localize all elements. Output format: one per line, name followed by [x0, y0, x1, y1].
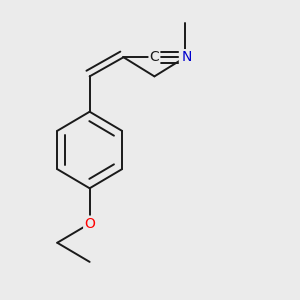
Text: C: C: [149, 50, 159, 64]
Text: N: N: [182, 50, 192, 64]
Text: O: O: [180, 50, 191, 64]
Text: O: O: [84, 217, 95, 231]
